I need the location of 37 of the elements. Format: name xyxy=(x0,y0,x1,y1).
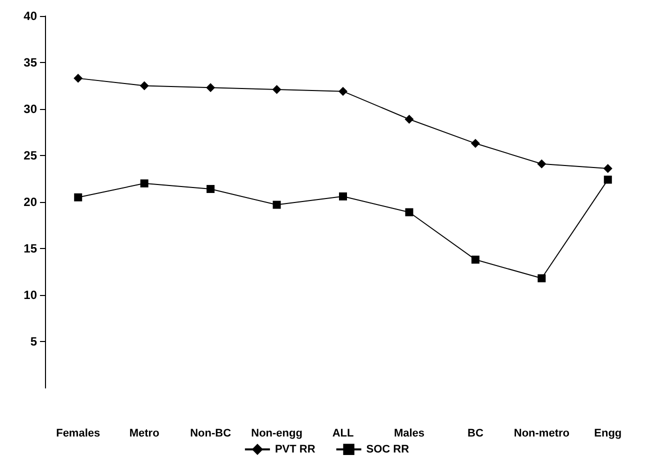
point xyxy=(272,200,281,209)
x-tick-label: Females xyxy=(56,428,100,440)
y-tick-label: 40 xyxy=(24,9,38,23)
y-tick-label: 5 xyxy=(30,334,38,348)
y-tick-label: 35 xyxy=(24,56,38,70)
point xyxy=(74,74,83,83)
x-tick-label: Non-BC xyxy=(190,428,232,440)
point xyxy=(470,138,480,148)
y-tick-label: 15 xyxy=(24,242,38,256)
x-tick-label: Males xyxy=(394,428,425,440)
point xyxy=(140,81,149,90)
x-tick-label: ALL xyxy=(332,428,354,440)
point xyxy=(338,86,348,96)
point xyxy=(206,184,215,193)
point xyxy=(603,164,612,174)
point xyxy=(604,176,612,184)
x-tick-label: Non-engg xyxy=(251,428,302,440)
point xyxy=(404,114,414,124)
y-tick-label: 20 xyxy=(24,195,38,209)
point xyxy=(471,256,480,264)
point xyxy=(537,159,546,168)
point xyxy=(405,208,414,216)
x-tick-label: Metro xyxy=(129,428,160,440)
x-tick-label: Engg xyxy=(594,428,622,440)
point xyxy=(339,192,347,200)
x-tick-label: BC xyxy=(468,428,484,440)
y-tick-label: 25 xyxy=(24,148,38,162)
point xyxy=(206,83,216,92)
y-tick-label: 10 xyxy=(24,288,38,302)
point xyxy=(272,84,282,94)
x-tick-label: Non-metro xyxy=(514,428,570,440)
y-tick-label: 30 xyxy=(24,102,38,116)
point xyxy=(140,179,148,188)
legend-label: PVT RR xyxy=(274,443,316,456)
legend-label: SOC RR xyxy=(366,443,410,456)
point xyxy=(74,193,82,202)
point xyxy=(538,274,546,282)
